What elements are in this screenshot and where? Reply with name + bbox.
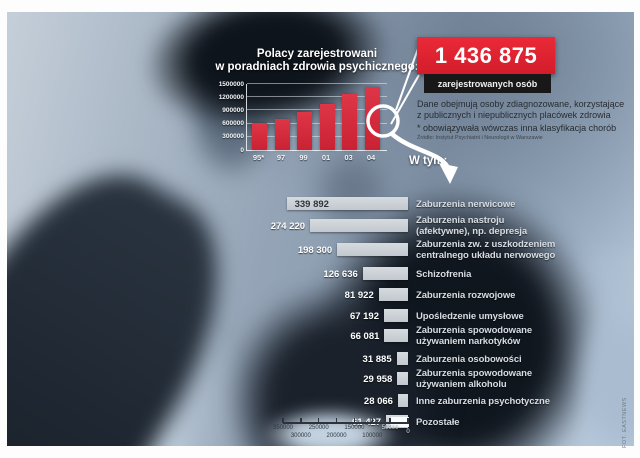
breakdown-category-label: Zaburzenia nerwicowe <box>416 198 516 210</box>
breakdown-axis-tick-label: 100000 <box>362 433 383 439</box>
breakdown-axis-tick-label: 300000 <box>290 433 311 439</box>
breakdown-axis-tick-label: 0 <box>406 429 410 435</box>
breakdown-axis-tick <box>353 418 356 423</box>
trend-chart-title: Polacy zarejestrowani w poradniach zdrow… <box>212 48 422 74</box>
breakdown-axis-tick <box>389 418 391 423</box>
breakdown-bar <box>396 352 408 365</box>
trend-x-tick-label: 03 <box>344 153 353 162</box>
trend-gridline <box>247 96 387 98</box>
trend-y-tick-label: 600000 <box>222 120 244 128</box>
source-line: Źródło: Instytut Psychiatrii i Neurologi… <box>417 135 543 141</box>
breakdown-axis-tick <box>407 418 409 423</box>
trend-x-tick-label: 95* <box>252 153 265 162</box>
breakdown-bar <box>378 288 409 301</box>
breakdown-heading: W tym: <box>409 155 448 167</box>
trend-bar <box>319 103 335 150</box>
breakdown-axis-tick <box>282 418 284 423</box>
trend-title-line1: Polacy zarejestrowani <box>256 48 378 60</box>
breakdown-axis-tick-label: 200000 <box>326 433 347 439</box>
trend-gridline <box>247 109 387 111</box>
breakdown-category-label: centralnego układu nerwowego <box>416 250 556 261</box>
breakdown-category-label: używaniem alkoholu <box>416 379 507 390</box>
trend-x-tick-label: 01 <box>321 153 331 162</box>
trend-x-tick-label: 04 <box>366 153 376 162</box>
breakdown-category-label: (afektywne), np. depresja <box>416 226 528 237</box>
breakdown-bar <box>384 309 408 322</box>
breakdown-value: 126 636 <box>323 268 358 280</box>
breakdown-axis-tick-label: 350000 <box>272 425 294 431</box>
asterisk-footnote: * obowiązywała wówczas inna klasyfikacja… <box>417 123 617 133</box>
breakdown-category-label: Schizofrenia <box>416 268 472 280</box>
breakdown-category-label: Zaburzenia zw. z uszkodzeniem <box>416 239 556 250</box>
breakdown-bar <box>310 219 408 232</box>
breakdown-bar <box>362 267 408 280</box>
breakdown-category-label: Inne zaburzenia psychotyczne <box>416 395 550 407</box>
trend-gridline <box>247 83 387 84</box>
breakdown-value: 66 081 <box>350 330 380 342</box>
breakdown-bar <box>397 372 408 385</box>
breakdown-value: 198 300 <box>297 244 333 256</box>
registered-total-caption: zarejestrowanych osób <box>424 74 551 93</box>
breakdown-value: 31 885 <box>362 353 392 365</box>
breakdown-bar <box>397 394 408 407</box>
trend-gridline <box>247 122 387 124</box>
photo-credit: FOT. EASTNEWS <box>622 397 628 448</box>
breakdown-value: 29 958 <box>363 373 393 385</box>
breakdown-axis-tick-label: 250000 <box>308 425 329 431</box>
trend-bar <box>252 122 267 150</box>
registered-total-badge: 1 436 875 <box>417 37 555 74</box>
breakdown-category-label: Zaburzenia nastroju <box>416 215 505 226</box>
breakdown-value: 339 892 <box>294 199 329 210</box>
data-scope-note: Dane obejmują osoby zdiagnozowane, korzy… <box>417 99 625 120</box>
breakdown-category-label: używaniem narkotyków <box>416 336 521 347</box>
trend-bar <box>274 119 290 150</box>
trend-plot-area <box>246 83 387 151</box>
breakdown-value: 274 220 <box>270 220 306 232</box>
breakdown-axis-tick <box>371 418 374 423</box>
breakdown-category-label: Zaburzenia rozwojowe <box>416 289 516 301</box>
trend-title-line2: w poradniach zdrowia psychicznego: <box>215 61 419 73</box>
breakdown-bar <box>286 197 408 210</box>
trend-bar <box>297 112 312 150</box>
trend-x-tick-label: 99 <box>299 153 308 162</box>
trend-y-tick-label: 1500000 <box>218 80 244 88</box>
trend-y-tick-label: 900000 <box>222 106 244 114</box>
breakdown-category-label: Zaburzenia spowodowane <box>416 368 533 379</box>
trend-bar <box>342 93 357 150</box>
breakdown-category-label: Zaburzenia spowodowane <box>416 325 533 336</box>
registered-total-value: 1 436 875 <box>434 42 538 68</box>
registered-total-caption-text: zarejestrowanych osób <box>437 78 538 89</box>
breakdown-axis-tick <box>300 418 302 423</box>
trend-y-tick-label: 1200000 <box>218 93 244 101</box>
breakdown-value: 67 192 <box>349 310 379 322</box>
breakdown-axis-tick <box>317 418 320 423</box>
breakdown-bar <box>384 329 408 342</box>
breakdown-axis-tick <box>335 418 338 423</box>
breakdown-axis-line <box>283 422 409 424</box>
breakdown-bar <box>337 243 408 256</box>
breakdown-category-label: Zaburzenia osobowości <box>416 353 522 365</box>
photo-face-hint <box>297 132 407 252</box>
trend-gridline <box>247 135 387 137</box>
trend-bar-chart: 0 300000 600000 900000 1200000 1500000 95* 97 99… <box>214 80 399 176</box>
breakdown-value: 28 066 <box>363 395 393 407</box>
breakdown-category-label: Pozostałe <box>416 416 460 428</box>
trend-y-tick-label: 300000 <box>222 133 244 141</box>
breakdown-value: 81 922 <box>344 289 374 301</box>
breakdown-axis-tick-label: 150000 <box>344 425 365 431</box>
breakdown-category-label: Upośledzenie umysłowe <box>416 310 524 322</box>
trend-x-tick-label: 97 <box>276 153 286 162</box>
breakdown-axis-tick-label: 50000 <box>381 425 399 431</box>
trend-y-tick-label: 0 <box>240 146 244 154</box>
